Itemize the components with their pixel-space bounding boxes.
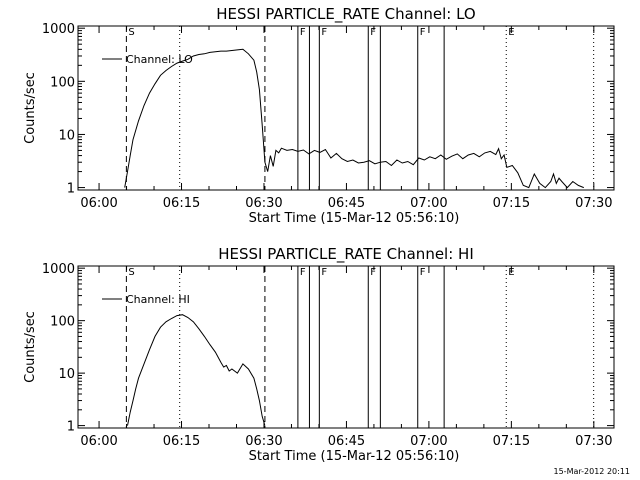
- panel-hi: HESSI PARTICLE_RATE Channel: HI 06:00 06:1…: [23, 245, 615, 464]
- x-tick-label-hi: 06:15: [163, 434, 200, 449]
- y-tick-label-hi: 100: [50, 315, 75, 330]
- x-tick-label-hi: 06:00: [80, 434, 117, 449]
- x-tick-label-lo: 07:15: [493, 196, 530, 211]
- y-axis-label-lo: Counts/sec: [23, 72, 38, 144]
- y-tick-label-lo: 10: [58, 128, 75, 143]
- x-tick-label-lo: 06:00: [80, 196, 117, 211]
- plot-frame-hi: [77, 265, 615, 429]
- event-flag-lo: F: [370, 27, 376, 38]
- x-axis-label-lo: Start Time (15-Mar-12 05:56:10): [249, 211, 460, 226]
- x-axis-label-hi: Start Time (15-Mar-12 05:56:10): [249, 449, 460, 464]
- x-tick-label-lo: 06:30: [245, 196, 282, 211]
- chart-title-lo: HESSI PARTICLE_RATE Channel: LO: [216, 5, 475, 24]
- y-tick-label-lo: 1000: [42, 22, 75, 37]
- x-tick-label-lo: 07:00: [410, 196, 447, 211]
- series-line-hi: [127, 314, 266, 426]
- y-tick-label-hi: 1000: [42, 262, 75, 277]
- y-tick-label-lo: 100: [50, 75, 75, 90]
- plot-timestamp: 15-Mar-2012 20:11: [554, 467, 631, 476]
- x-tick-label-hi: 07:15: [493, 434, 530, 449]
- panel-lo: HESSI PARTICLE_RATE Channel: LO 06:00 06:1…: [23, 5, 615, 226]
- y-tick-label-hi: 10: [58, 367, 75, 382]
- event-flag-hi: F: [370, 267, 376, 278]
- x-tick-label-lo: 06:15: [163, 196, 200, 211]
- event-flag-hi: E: [508, 267, 514, 278]
- y-tick-label-lo: 1: [67, 182, 75, 197]
- event-flag-hi: F: [420, 267, 426, 278]
- x-tick-label-hi: 06:30: [245, 434, 282, 449]
- legend-label-lo: Channel: LO: [126, 53, 193, 66]
- x-tick-label-hi: 06:45: [328, 434, 365, 449]
- x-tick-label-lo: 07:30: [575, 196, 612, 211]
- event-flag-hi: S: [128, 267, 134, 278]
- event-flag-hi: F: [321, 267, 327, 278]
- plot-frame-lo: [77, 25, 615, 191]
- y-tick-label-hi: 1: [67, 420, 75, 435]
- event-flag-lo: F: [420, 27, 426, 38]
- x-tick-label-hi: 07:00: [410, 434, 447, 449]
- event-flag-lo: S: [128, 27, 134, 38]
- event-flag-lo: E: [508, 27, 514, 38]
- x-tick-label-hi: 07:30: [575, 434, 612, 449]
- legend-label-hi: Channel: HI: [126, 293, 190, 306]
- x-tick-label-lo: 06:45: [328, 196, 365, 211]
- event-flag-hi: F: [300, 267, 306, 278]
- event-flag-lo: F: [300, 27, 306, 38]
- series-line-lo: [124, 48, 584, 189]
- event-flag-lo: F: [321, 27, 327, 38]
- chart-title-hi: HESSI PARTICLE_RATE Channel: HI: [218, 245, 474, 264]
- y-axis-label-hi: Counts/sec: [23, 311, 38, 383]
